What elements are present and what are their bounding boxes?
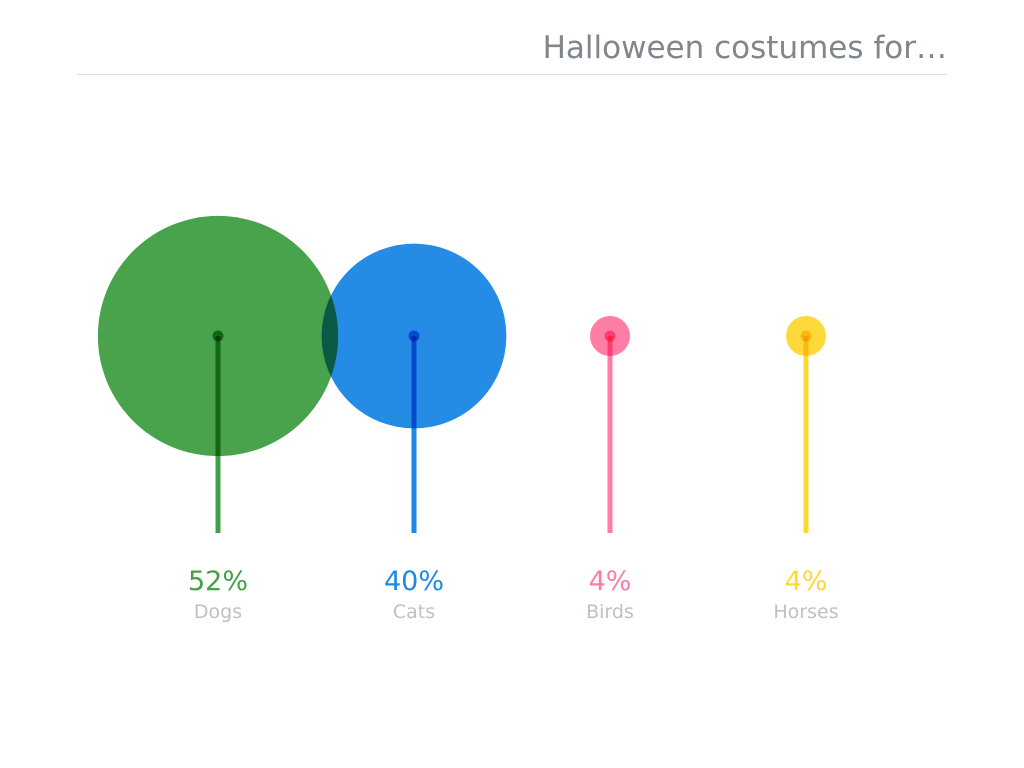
stem-dot-horses	[800, 330, 812, 342]
category-label-horses: Horses	[773, 601, 838, 623]
stem-dot-birds	[604, 330, 616, 342]
stem-dot-cats	[408, 330, 420, 342]
category-label-cats: Cats	[393, 601, 435, 623]
stem-dot-dogs	[212, 330, 224, 342]
category-label-birds: Birds	[586, 601, 634, 623]
value-label-birds: 4%	[589, 566, 632, 597]
title-divider	[77, 74, 947, 75]
category-label-dogs: Dogs	[194, 601, 242, 623]
value-label-dogs: 52%	[188, 566, 248, 597]
chart-title: Halloween costumes for…	[542, 30, 947, 66]
value-label-cats: 40%	[384, 566, 444, 597]
value-label-horses: 4%	[785, 566, 828, 597]
